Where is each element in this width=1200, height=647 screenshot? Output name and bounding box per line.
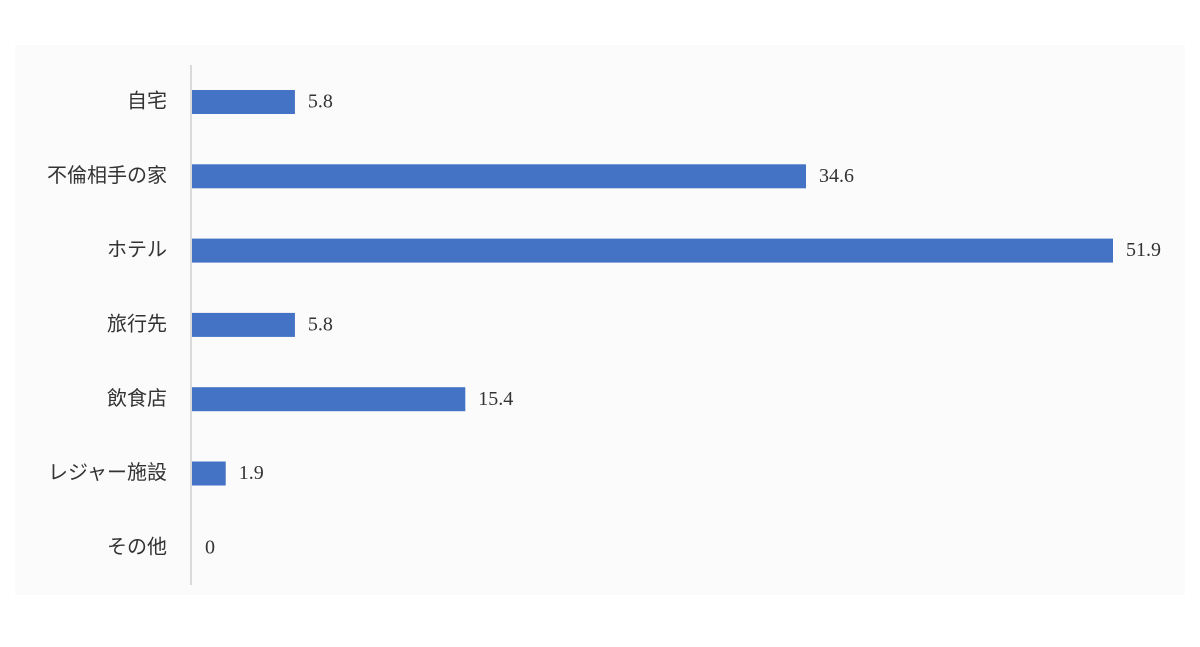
data-label: 15.4 [478, 388, 513, 410]
data-label: 5.8 [308, 91, 333, 113]
y-tick-label: その他 [107, 535, 167, 558]
data-label: 0 [205, 536, 215, 558]
data-label: 34.6 [819, 165, 854, 187]
y-tick-label: 旅行先 [107, 312, 167, 335]
y-tick-label: レジャー施設 [48, 461, 167, 484]
y-tick-label: 自宅 [127, 90, 167, 113]
data-label: 1.9 [239, 462, 264, 484]
bar [192, 90, 295, 114]
bar [192, 461, 226, 486]
y-tick-label: 飲食店 [107, 387, 167, 410]
bar [192, 238, 1113, 263]
data-label: 51.9 [1126, 239, 1161, 261]
data-label: 5.8 [308, 313, 333, 335]
bar [192, 164, 806, 189]
bar [192, 312, 295, 337]
bar [192, 387, 466, 412]
y-tick-label: 不倫相手の家 [47, 164, 167, 187]
y-tick-label: ホテル [107, 239, 167, 261]
